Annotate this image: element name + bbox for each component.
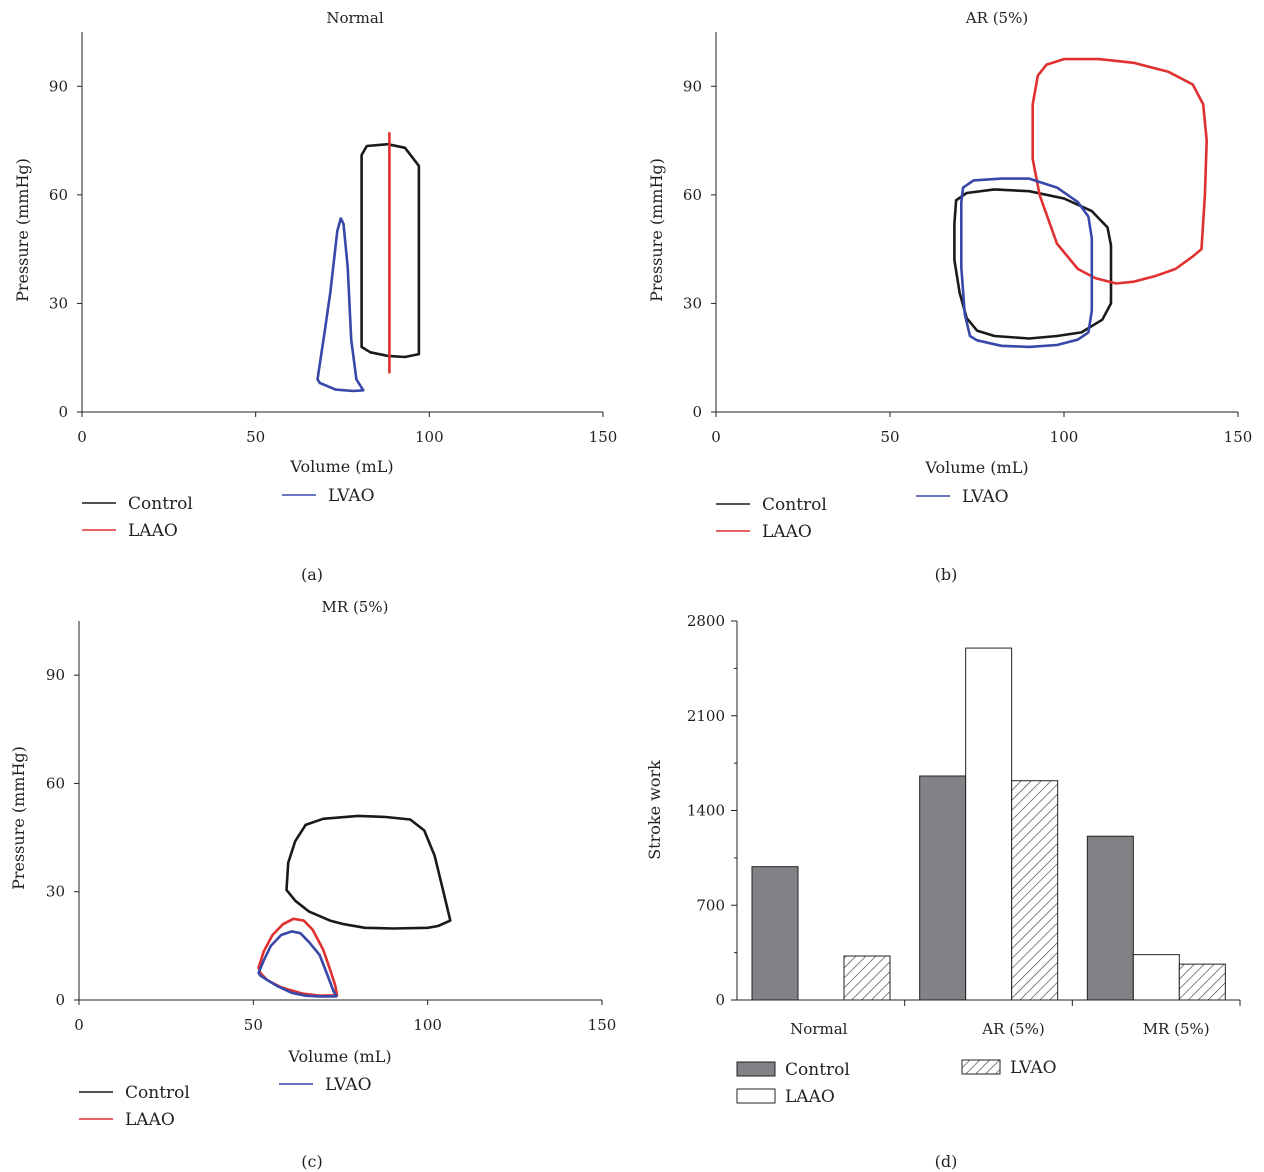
- panel-c-plot: 0 30 60 90 0 50 100 150: [46, 621, 616, 1034]
- panel-a-ylabel: Pressure (mmHg): [13, 158, 32, 302]
- y-tick-label: 90: [49, 77, 68, 95]
- series-line-lvao: [959, 177, 1094, 349]
- panel-b-ylabel: Pressure (mmHg): [647, 158, 666, 302]
- legend-label-lvao: LVAO: [962, 487, 1009, 507]
- legend-label-laao: LAAO: [125, 1110, 175, 1130]
- series-line-lvao: [257, 930, 338, 998]
- x-tick-label: 150: [589, 428, 618, 446]
- panel-a: Normal 0 30 60 90 0 50 100 150 Volume (mL) Pres…: [13, 9, 617, 584]
- panel-b-xlabel: Volume (mL): [924, 458, 1028, 477]
- series-line-laao: [1031, 57, 1208, 285]
- y-tick-label: 0: [692, 403, 702, 421]
- panel-b-legend: Control LAAO LVAO: [716, 487, 1009, 542]
- bar-control-mr-5: [1086, 835, 1134, 1001]
- series-line-control: [285, 814, 452, 930]
- series-line-control: [360, 142, 421, 359]
- x-category-label: Normal: [790, 1020, 847, 1038]
- y-tick-label: 0: [715, 991, 725, 1009]
- legend-label-laao: LAAO: [785, 1087, 835, 1107]
- series-line-control: [953, 188, 1113, 340]
- legend-swatch-control: [736, 1061, 776, 1077]
- panel-d-plot: 0 700 1400 2100 2800 Normal AR (5%) MR (5%): [687, 612, 1241, 1038]
- y-tick-label: 90: [683, 77, 702, 95]
- legend-label-laao: LAAO: [128, 521, 178, 541]
- series-line-laao: [257, 917, 339, 998]
- y-tick-label: 0: [55, 991, 65, 1009]
- panel-d: 0 700 1400 2100 2800 Normal AR (5%) MR (5%) Str…: [645, 612, 1241, 1171]
- panel-a-plot: 0 30 60 90 0 50 100 150: [49, 32, 617, 446]
- y-tick-label: 2800: [687, 612, 725, 630]
- panel-b-plot: 0 30 60 90 0 50 100 150: [683, 32, 1252, 446]
- legend-label-control: Control: [125, 1083, 190, 1103]
- panel-c-ylabel: Pressure (mmHg): [9, 746, 28, 890]
- panel-d-ylabel: Stroke work: [645, 760, 664, 860]
- panel-b-letter: (b): [935, 565, 958, 584]
- x-tick-label: 0: [711, 428, 721, 446]
- x-tick-label: 100: [1050, 428, 1079, 446]
- x-tick-label: 0: [77, 428, 87, 446]
- x-tick-label: 150: [588, 1016, 617, 1034]
- x-tick-label: 100: [413, 1016, 442, 1034]
- legend-label-control: Control: [762, 495, 827, 515]
- bar-laao-ar-5: [965, 647, 1013, 1001]
- legend-label-laao: LAAO: [762, 522, 812, 542]
- panel-c-legend: Control LAAO LVAO: [79, 1075, 372, 1130]
- panel-c: MR (5%) 0 30 60 90 0 50 100 150 Volume (mL) Pre…: [9, 598, 616, 1171]
- y-tick-label: 0: [58, 403, 68, 421]
- y-tick-label: 60: [49, 186, 68, 204]
- panel-a-title: Normal: [326, 9, 383, 27]
- panel-b-title: AR (5%): [965, 9, 1028, 27]
- x-tick-label: 50: [244, 1016, 263, 1034]
- bar-lvao-ar-5: [1011, 780, 1059, 1001]
- panel-c-letter: (c): [301, 1152, 322, 1171]
- y-tick-label: 60: [683, 186, 702, 204]
- legend-label-lvao: LVAO: [328, 486, 375, 506]
- x-tick-label: 0: [74, 1016, 84, 1034]
- x-tick-label: 50: [246, 428, 265, 446]
- y-tick-label: 700: [696, 896, 725, 914]
- bar-control-normal: [751, 866, 799, 1001]
- series-line-lvao: [316, 217, 365, 393]
- y-tick-label: 90: [46, 666, 65, 684]
- bar-control-ar-5: [919, 775, 967, 1001]
- legend-swatch-laao: [736, 1088, 776, 1104]
- panel-b: AR (5%) 0 30 60 90 0 50 100 150 Volume (mL) Pre…: [647, 9, 1252, 584]
- x-tick-label: 150: [1224, 428, 1253, 446]
- y-tick-label: 1400: [687, 802, 725, 820]
- panel-c-xlabel: Volume (mL): [287, 1047, 391, 1066]
- legend-label-lvao: LVAO: [325, 1075, 372, 1095]
- y-tick-label: 60: [46, 774, 65, 792]
- panel-a-xlabel: Volume (mL): [289, 457, 393, 476]
- y-tick-label: 30: [46, 883, 65, 901]
- panel-a-letter: (a): [301, 565, 323, 584]
- x-category-label: AR (5%): [981, 1020, 1044, 1038]
- x-category-label: MR (5%): [1143, 1020, 1210, 1038]
- panel-d-legend: Control LAAO LVAO: [736, 1058, 1057, 1107]
- x-tick-label: 100: [415, 428, 444, 446]
- y-tick-label: 30: [683, 294, 702, 312]
- bar-laao-mr-5: [1132, 954, 1180, 1001]
- legend-label-lvao: LVAO: [1010, 1058, 1057, 1078]
- legend-swatch-lvao: [961, 1059, 1001, 1075]
- legend-label-control: Control: [785, 1060, 850, 1080]
- bar-lvao-mr-5: [1178, 963, 1226, 1001]
- panel-c-title: MR (5%): [322, 598, 389, 616]
- y-tick-label: 2100: [687, 707, 725, 725]
- y-tick-label: 30: [49, 294, 68, 312]
- bar-lvao-normal: [843, 955, 891, 1001]
- panel-a-legend: Control LAAO LVAO: [82, 486, 375, 541]
- panel-d-letter: (d): [935, 1152, 958, 1171]
- x-tick-label: 50: [880, 428, 899, 446]
- legend-label-control: Control: [128, 494, 193, 514]
